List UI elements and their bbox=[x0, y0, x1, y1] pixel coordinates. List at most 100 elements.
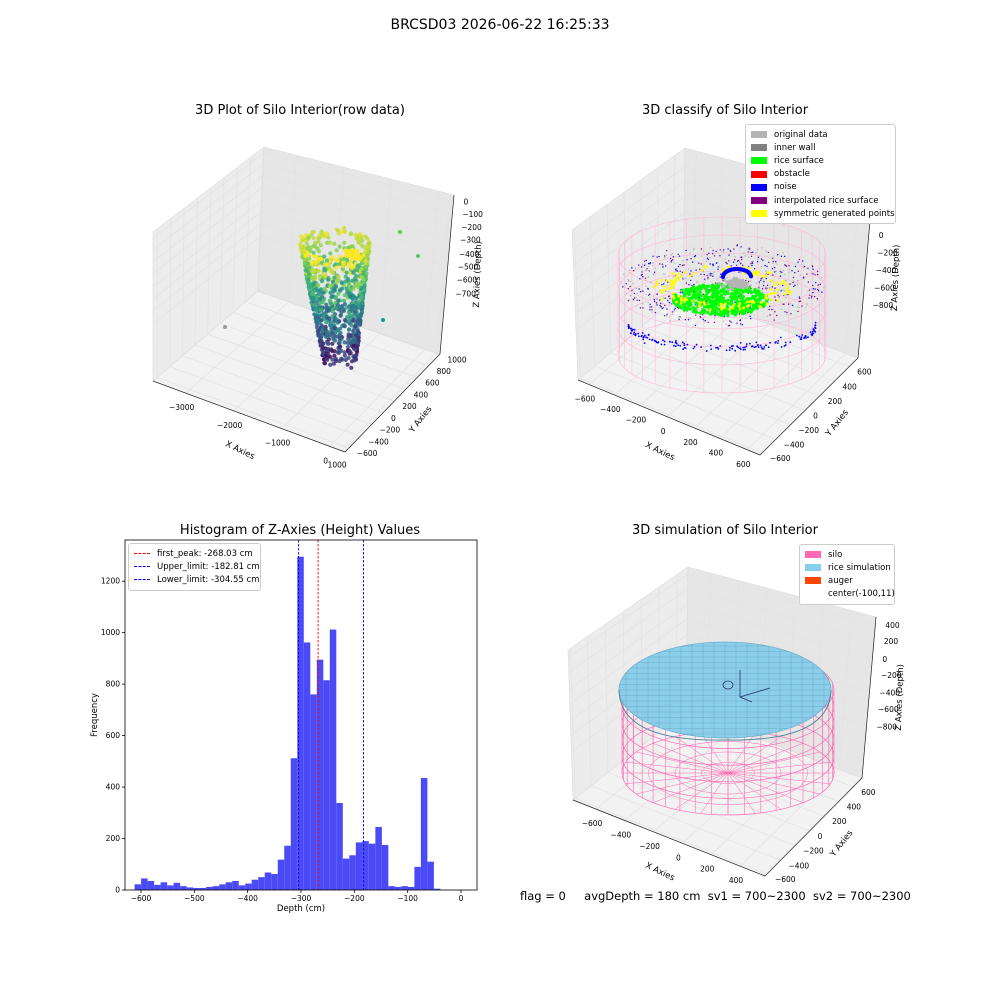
p1-z-axis-label: Z Axies (Depth) bbox=[472, 241, 484, 308]
p1-point bbox=[326, 262, 331, 267]
p2-point bbox=[706, 310, 710, 315]
p1-grid-y bbox=[207, 187, 395, 402]
p2-point bbox=[644, 264, 646, 266]
p2-point bbox=[765, 287, 767, 289]
p2-point bbox=[712, 299, 717, 303]
p2-point bbox=[664, 273, 666, 275]
p2-point bbox=[659, 263, 661, 265]
p1-point bbox=[316, 249, 322, 254]
p4-x-tick: 200 bbox=[700, 865, 715, 874]
p2-point bbox=[771, 292, 774, 295]
p2-point bbox=[692, 249, 695, 251]
p2-point bbox=[683, 344, 686, 347]
p2-point bbox=[749, 274, 753, 279]
p3-y-tick: 600 bbox=[106, 731, 121, 740]
p2-point bbox=[771, 268, 774, 270]
p2-point bbox=[755, 283, 757, 285]
p2-point bbox=[710, 275, 712, 277]
legend-item-upper-limit: Upper_limit: -182.81 cm bbox=[134, 560, 260, 573]
p2-point bbox=[651, 306, 653, 308]
p2-point bbox=[765, 289, 768, 291]
p2-point bbox=[678, 318, 680, 320]
p4-grid-y bbox=[586, 636, 781, 861]
p2-point bbox=[780, 308, 782, 310]
p1-point bbox=[364, 265, 369, 270]
histogram-bar bbox=[407, 886, 415, 890]
p1-y-tick: −600 bbox=[357, 449, 378, 458]
p1-point bbox=[347, 349, 352, 354]
p2-point bbox=[650, 281, 652, 283]
p3-y-tick: 0 bbox=[115, 886, 120, 895]
p2-point bbox=[695, 302, 699, 306]
p2-point bbox=[693, 291, 697, 295]
p2-point bbox=[663, 340, 666, 343]
p2-point bbox=[760, 274, 764, 278]
p1-point bbox=[341, 256, 346, 261]
p1-point bbox=[326, 337, 331, 342]
p2-point bbox=[679, 344, 682, 347]
legend-label: noise bbox=[774, 182, 797, 193]
p1-point bbox=[335, 327, 340, 333]
p2-point bbox=[806, 273, 808, 275]
p1-point bbox=[319, 279, 325, 284]
p1-point bbox=[330, 314, 335, 319]
p2-point bbox=[801, 305, 803, 307]
p2-point bbox=[719, 303, 723, 307]
histogram-bar bbox=[401, 886, 408, 890]
p1-point bbox=[336, 258, 341, 263]
histogram-bar bbox=[316, 659, 324, 890]
p4-x-tick: −400 bbox=[611, 831, 632, 840]
p1-grid-x bbox=[329, 191, 440, 447]
p2-point bbox=[742, 306, 745, 310]
p1-point bbox=[358, 237, 363, 242]
p2-point bbox=[783, 273, 786, 276]
p2-point bbox=[687, 319, 690, 321]
p1-point bbox=[358, 241, 363, 246]
p1-point bbox=[308, 248, 313, 253]
p2-point bbox=[647, 333, 650, 336]
p1-x-tick: −3000 bbox=[169, 403, 195, 412]
legend-item-center: center(-100,11) bbox=[805, 588, 895, 601]
histogram-bar bbox=[225, 882, 233, 890]
p1-point bbox=[347, 304, 352, 309]
p2-point bbox=[766, 271, 770, 275]
p1-point bbox=[329, 302, 334, 307]
p2-point bbox=[719, 297, 723, 301]
p2-point bbox=[788, 271, 790, 273]
p2-point bbox=[713, 255, 716, 257]
p1-point bbox=[332, 349, 337, 354]
p2-point bbox=[629, 285, 631, 288]
p2-point bbox=[780, 290, 782, 292]
flag-text: flag = 0 bbox=[520, 889, 566, 903]
p2-point bbox=[684, 319, 687, 321]
p2-point bbox=[639, 307, 642, 309]
p1-point bbox=[336, 231, 342, 236]
p2-point bbox=[644, 263, 646, 265]
p2-point bbox=[816, 297, 818, 300]
histogram-bar bbox=[258, 877, 265, 890]
legend-swatch bbox=[805, 591, 821, 598]
p2-point bbox=[739, 288, 743, 292]
p2-point bbox=[762, 304, 766, 308]
p2-point bbox=[687, 317, 690, 319]
p2-point bbox=[767, 251, 769, 254]
p2-point bbox=[721, 289, 725, 293]
p2-x-tick: 600 bbox=[736, 460, 751, 469]
p2-y-tick: 400 bbox=[842, 382, 857, 391]
p2-point bbox=[743, 252, 745, 254]
p2-point bbox=[812, 284, 814, 287]
panel2-legend: original data inner wall rice surface ob… bbox=[745, 124, 896, 225]
p2-point bbox=[799, 338, 802, 340]
p2-point bbox=[695, 314, 697, 316]
p3-x-tick: −100 bbox=[397, 894, 418, 903]
p2-point bbox=[708, 252, 710, 254]
p1-point bbox=[363, 234, 368, 239]
p1-y-tick: 200 bbox=[402, 402, 417, 411]
p2-point bbox=[782, 252, 784, 254]
p2-point bbox=[678, 255, 681, 257]
p1-y-tick: −200 bbox=[380, 426, 401, 435]
p2-y-tick: −400 bbox=[784, 440, 805, 449]
p2-point bbox=[698, 304, 701, 308]
histogram-bar bbox=[251, 879, 259, 890]
p2-point bbox=[810, 272, 812, 274]
